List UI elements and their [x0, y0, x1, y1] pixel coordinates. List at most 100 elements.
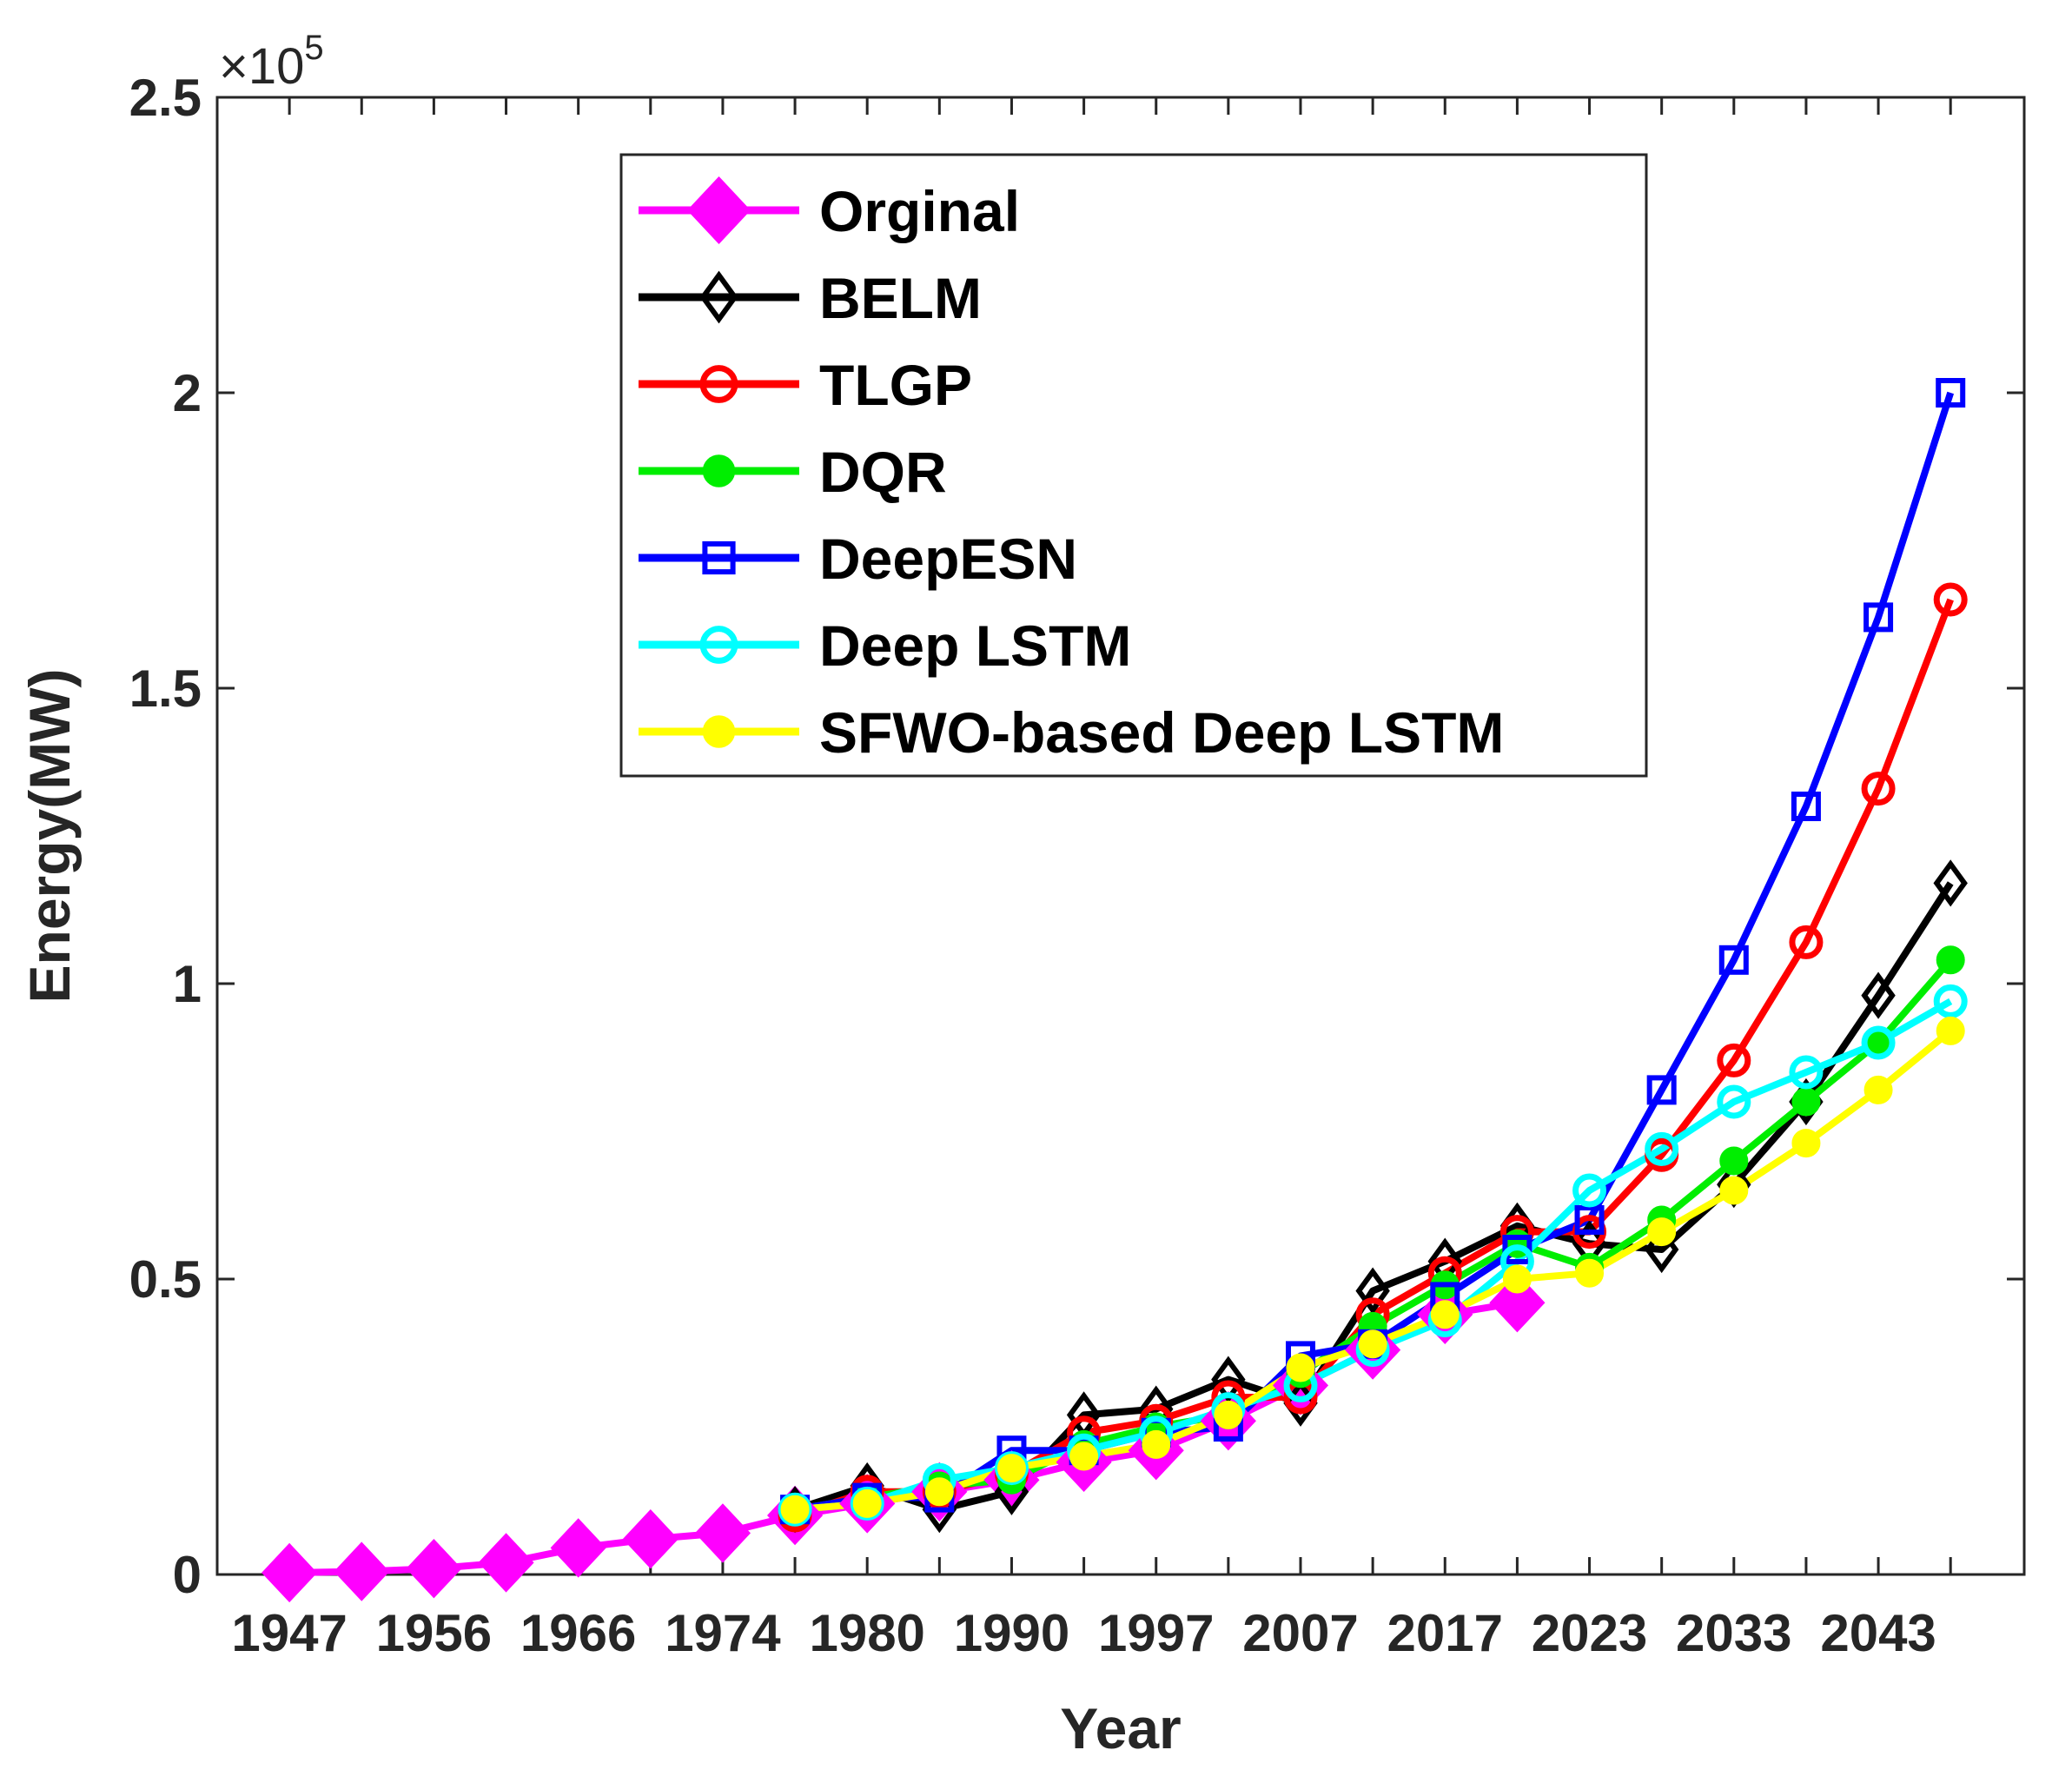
data-point: [1936, 378, 1966, 408]
data-point: [478, 1533, 534, 1593]
data-point: [1789, 1055, 1824, 1090]
legend-entry: DeepESN: [639, 527, 1077, 591]
legend-marker: [686, 176, 751, 244]
series-line: [793, 881, 1954, 1514]
data-point: [1719, 1176, 1749, 1205]
data-point: [1933, 859, 1968, 907]
legend-label: BELM: [819, 266, 982, 330]
legend-box: [619, 153, 1648, 778]
data-point: [1936, 1016, 1965, 1045]
data-point: [1489, 1273, 1546, 1333]
legend-label: DQR: [819, 440, 947, 504]
x-axis: 1947 1956 1966 1974 1980 1990 1997 2007 2017 2023…: [231, 97, 1952, 1662]
data-point: [622, 1509, 679, 1569]
legend-entry: Orginal: [639, 176, 1020, 244]
data-point: [1502, 1264, 1532, 1294]
legend-label: SFWO-based Deep LSTM: [819, 700, 1504, 765]
legend-marker: [699, 626, 738, 664]
legend-entry: Deep LSTM: [639, 613, 1131, 678]
data-point: [1430, 1300, 1460, 1329]
data-point: [1646, 1075, 1677, 1105]
data-point: [1936, 945, 1965, 975]
x-tick-label: 1974: [665, 1604, 781, 1662]
data-point: [1647, 1217, 1677, 1247]
data-point: [1717, 1084, 1751, 1119]
data-point: [1575, 1258, 1605, 1288]
data-point: [1355, 1267, 1390, 1315]
data-point: [780, 1495, 810, 1524]
x-tick-label: 1990: [954, 1604, 1069, 1662]
data-point: [1719, 1146, 1749, 1176]
x-tick-label: 1966: [520, 1604, 636, 1662]
legend-marker: [702, 454, 736, 487]
data-point: [406, 1539, 462, 1599]
data-point: [1933, 984, 1968, 1018]
y-axis: 0 0.5 1 1.5 2 2.5: [129, 69, 2024, 1604]
x-tick-label: 1956: [376, 1604, 492, 1662]
data-point: [1861, 1025, 1896, 1060]
x-tick-label: 2017: [1387, 1604, 1503, 1662]
data-point: [1718, 945, 1749, 975]
y-tick-label: 0.5: [129, 1250, 202, 1309]
x-tick-label: 1980: [809, 1604, 924, 1662]
data-point: [1863, 602, 1894, 633]
data-point: [1645, 1131, 1679, 1166]
x-axis-label: Year: [1060, 1696, 1181, 1760]
data-point: [550, 1518, 606, 1578]
y-axis-label: Energy(MW): [17, 669, 82, 1004]
y-tick-label: 1.5: [129, 660, 202, 718]
legend: Orginal BELM TLGP DQR DeepESN Deep LSTM SFWO-b…: [619, 153, 1648, 778]
data-point: [261, 1542, 318, 1603]
data-point: [1069, 1442, 1099, 1471]
x-tick-label: 1947: [231, 1604, 347, 1662]
series-markers-group: [780, 1016, 1965, 1524]
data-point: [1861, 971, 1896, 1019]
y-tick-label: 0: [173, 1546, 202, 1604]
data-point: [1863, 1075, 1893, 1104]
data-point: [1644, 1225, 1679, 1274]
data-point: [694, 1503, 751, 1563]
data-point: [1791, 792, 1821, 821]
y-tick-label: 2.5: [129, 69, 202, 127]
x-tick-label: 2043: [1820, 1604, 1936, 1662]
data-point: [1358, 1329, 1387, 1359]
data-point: [1861, 772, 1896, 806]
legend-entry: DQR: [639, 440, 947, 504]
legend-label: DeepESN: [819, 527, 1077, 591]
x-tick-label: 2033: [1676, 1604, 1791, 1662]
legend-label: Orginal: [819, 179, 1020, 243]
data-point: [1502, 1235, 1532, 1264]
data-point: [1572, 1173, 1607, 1208]
legend-entry: SFWO-based Deep LSTM: [639, 700, 1504, 765]
data-point: [1142, 1429, 1171, 1459]
data-point: [924, 1477, 954, 1507]
legend-entry: TLGP: [639, 353, 972, 417]
data-point: [334, 1541, 390, 1601]
legend-marker: [699, 270, 738, 324]
data-point: [996, 1454, 1026, 1483]
legend-entry: BELM: [639, 266, 982, 330]
legend-marker: [702, 715, 736, 748]
data-point: [1574, 1205, 1605, 1235]
data-point: [1789, 925, 1824, 959]
data-point: [1933, 582, 1968, 617]
series-markers: [261, 378, 1968, 1603]
y-exponent-label: ×105: [219, 29, 324, 95]
y-tick-label: 2: [173, 364, 202, 422]
data-point: [1211, 1356, 1246, 1403]
data-point: [1717, 1043, 1751, 1077]
x-tick-label: 2007: [1242, 1604, 1358, 1662]
data-point: [1214, 1400, 1243, 1429]
x-tick-label: 2023: [1532, 1604, 1647, 1662]
legend-marker: [702, 540, 736, 575]
data-point: [1791, 1129, 1821, 1158]
x-tick-label: 1997: [1098, 1604, 1214, 1662]
data-point: [852, 1488, 882, 1518]
y-tick-label: 1: [173, 955, 202, 1013]
data-point: [1791, 1087, 1821, 1117]
legend-label: Deep LSTM: [819, 613, 1131, 678]
legend-label: TLGP: [819, 353, 972, 417]
legend-marker: [699, 365, 738, 403]
data-point: [1286, 1353, 1315, 1382]
